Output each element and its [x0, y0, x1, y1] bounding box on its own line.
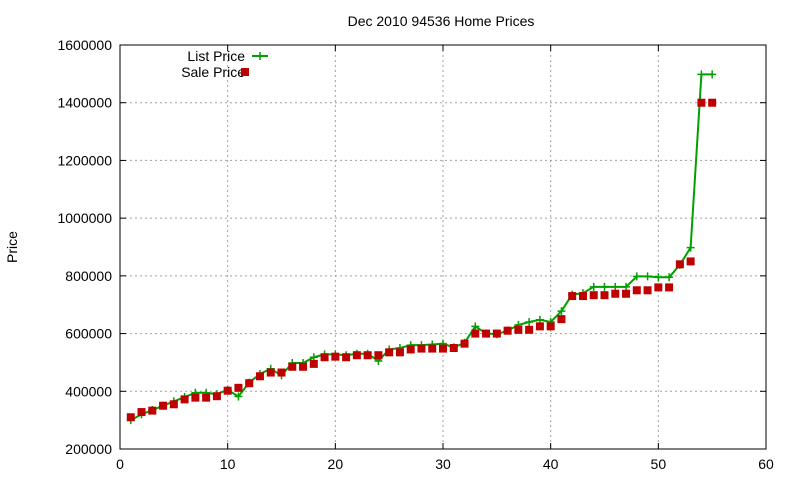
- list-price-point: [686, 243, 695, 252]
- sale-price-point: [331, 352, 340, 361]
- y-tick-label: 1600000: [57, 37, 112, 53]
- sale-price-point: [643, 286, 652, 295]
- sale-price-point: [449, 344, 458, 352]
- list-price-point: [632, 272, 641, 281]
- sale-price-point: [708, 98, 717, 107]
- sale-price-point: [697, 98, 706, 107]
- sale-price-point: [632, 286, 641, 295]
- y-tick-label: 1400000: [57, 95, 112, 111]
- sale-price-point: [482, 329, 491, 338]
- sale-price-point: [320, 353, 329, 362]
- y-tick-label: 200000: [65, 441, 112, 457]
- sale-price-point: [600, 291, 609, 300]
- sale-price-point: [557, 315, 566, 324]
- sale-price-point: [665, 283, 674, 292]
- series: [126, 70, 717, 425]
- x-tick-label: 40: [543, 456, 559, 472]
- list-price-point: [525, 318, 534, 327]
- list-price-point: [654, 273, 663, 282]
- y-axis-label: Price: [4, 231, 20, 263]
- sale-price-point: [568, 292, 577, 301]
- axes: 0 10 20 30 40 50 60 200000 400000 600000 800000 100…: [57, 37, 774, 472]
- sale-price-point: [309, 359, 318, 368]
- list-price-point: [471, 322, 480, 331]
- sale-price-point: [266, 368, 275, 377]
- x-tick-label: 0: [116, 456, 124, 472]
- list-price-point: [622, 282, 631, 291]
- list-price-point: [708, 70, 717, 79]
- sale-price-point: [288, 362, 297, 371]
- sale-price-point: [675, 260, 684, 269]
- sale-price-point: [406, 345, 415, 354]
- sale-price-point: [460, 339, 469, 348]
- x-tick-label: 30: [435, 456, 451, 472]
- sale-price-point: [546, 322, 555, 331]
- legend-label: List Price: [187, 48, 245, 64]
- sale-price-point: [212, 392, 221, 401]
- sale-price-point: [439, 344, 447, 353]
- series-sale-price: [126, 98, 717, 422]
- sale-price-point: [169, 400, 178, 409]
- grid: [120, 45, 766, 449]
- legend-label: Sale Price: [181, 64, 245, 80]
- sale-price-point: [148, 406, 157, 415]
- sale-price-point: [417, 344, 426, 353]
- y-tick-label: 800000: [65, 268, 112, 284]
- legend-marker: [256, 52, 264, 60]
- y-tick-label: 1000000: [57, 210, 112, 226]
- sale-price-point: [342, 353, 351, 362]
- sale-price-point: [277, 368, 286, 377]
- sale-price-point: [159, 401, 168, 410]
- sale-price-point: [589, 291, 598, 300]
- legend-marker: [241, 68, 249, 76]
- sale-price-point: [395, 348, 404, 357]
- sale-price-point: [299, 362, 308, 371]
- y-tick-label: 600000: [65, 326, 112, 342]
- list-price-point: [643, 272, 652, 281]
- list-price-point: [611, 282, 620, 291]
- list-price-point: [665, 273, 674, 282]
- sale-price-point: [428, 344, 437, 353]
- y-tick-label: 400000: [65, 383, 112, 399]
- y-tick-label: 1200000: [57, 152, 112, 168]
- sale-price-point: [202, 393, 211, 402]
- list-price-point: [589, 282, 598, 291]
- sale-price-point: [654, 283, 663, 292]
- sale-price-point: [126, 413, 135, 422]
- sale-price-point: [223, 386, 232, 395]
- sale-price-point: [234, 383, 243, 392]
- sale-price-point: [385, 348, 394, 357]
- x-tick-label: 50: [651, 456, 667, 472]
- sale-price-point: [492, 329, 501, 338]
- list-price-point: [600, 282, 609, 291]
- sale-price-point: [503, 326, 512, 335]
- x-tick-label: 10: [220, 456, 236, 472]
- sale-price-point: [245, 379, 254, 388]
- x-tick-label: 60: [758, 456, 774, 472]
- sale-price-point: [514, 325, 523, 334]
- sale-price-point: [686, 257, 695, 266]
- sale-price-point: [525, 325, 534, 334]
- sale-price-point: [255, 372, 264, 381]
- sale-price-point: [180, 395, 189, 404]
- chart-title: Dec 2010 94536 Home Prices: [348, 13, 535, 29]
- sale-price-point: [578, 292, 587, 301]
- sale-price-point: [622, 289, 631, 298]
- x-tick-label: 20: [328, 456, 344, 472]
- list-price-point: [557, 307, 566, 316]
- sale-price-point: [363, 351, 372, 360]
- sale-price-point: [611, 289, 620, 298]
- plot-border: [119, 44, 767, 450]
- list-price-point: [697, 70, 706, 79]
- sale-price-point: [191, 393, 200, 402]
- sale-price-point: [374, 351, 383, 360]
- list-price-point: [234, 392, 243, 401]
- sale-price-point: [535, 322, 544, 331]
- sale-price-point: [471, 329, 480, 338]
- sale-price-point: [352, 351, 361, 360]
- sale-price-point: [137, 408, 146, 417]
